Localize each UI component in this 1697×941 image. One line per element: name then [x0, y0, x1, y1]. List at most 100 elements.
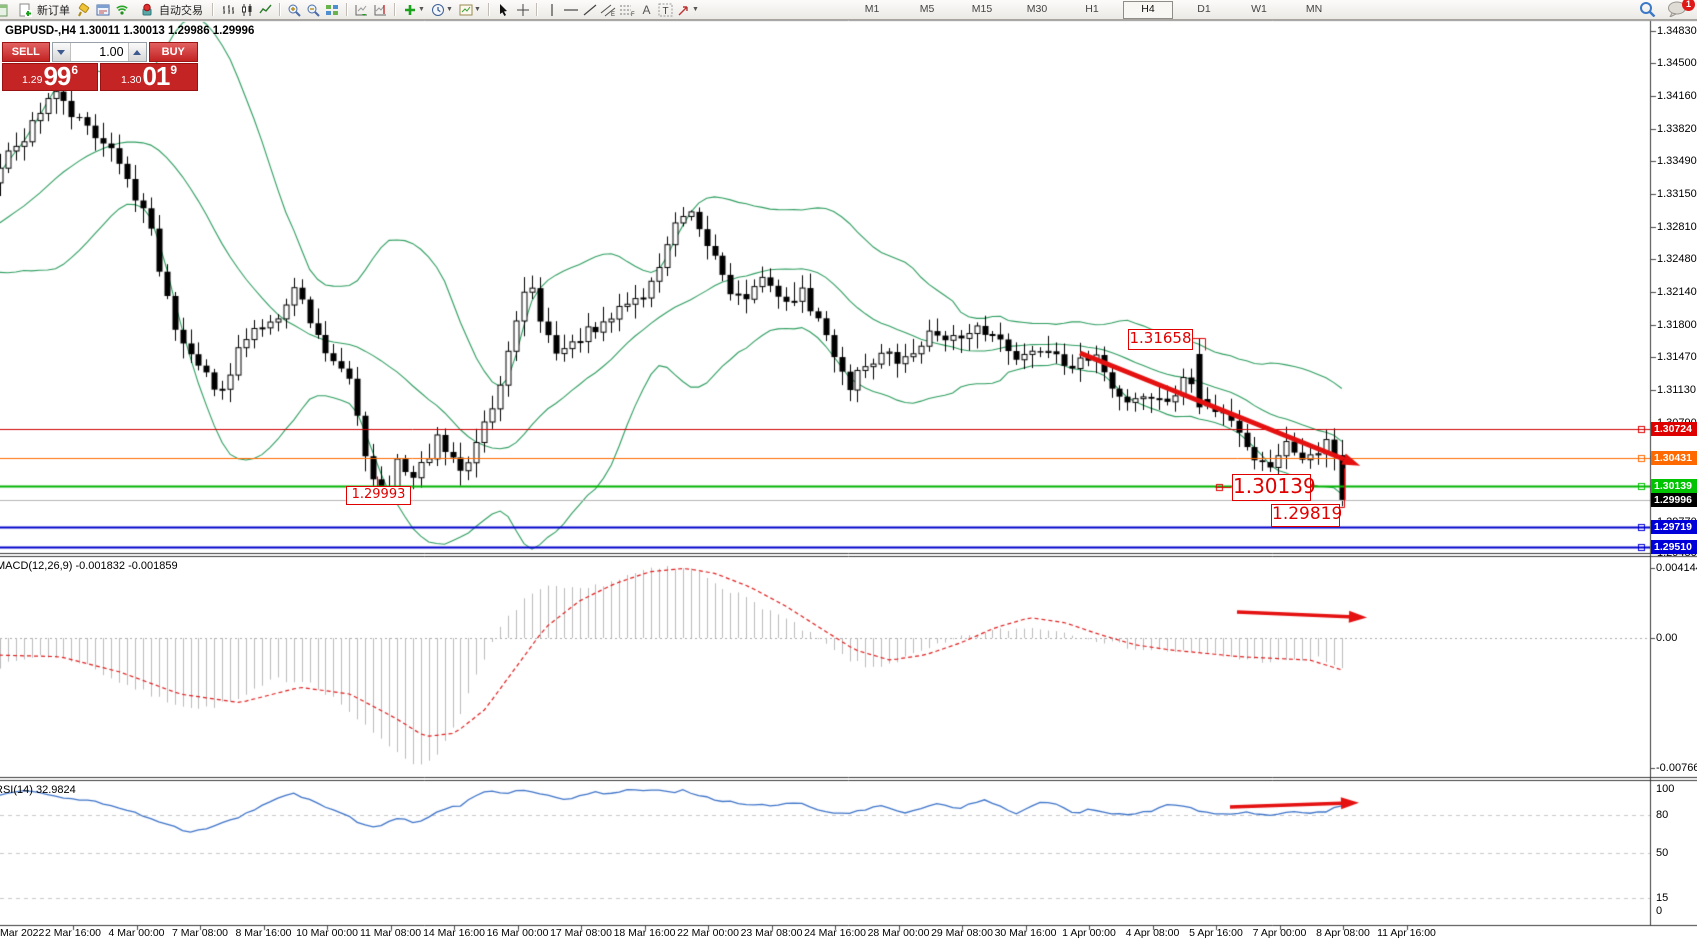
autotrade-label: 自动交易	[159, 4, 203, 17]
toolbar-separator	[279, 3, 281, 16]
toolbar: 新订单 自动交易	[0, 0, 1697, 20]
time-axis-label: 7 Apr 00:00	[1252, 927, 1307, 939]
text-label-icon[interactable]: T	[656, 2, 675, 18]
time-axis-label: 23 Mar 08:00	[740, 927, 803, 939]
indicators-button[interactable]: ▼	[400, 2, 428, 18]
search-icon[interactable]	[1638, 1, 1657, 17]
toolbar-separator	[346, 3, 348, 16]
macd-label: MACD(12,26,9) -0.001832 -0.001859	[0, 560, 178, 572]
chat-icon[interactable]: 1	[1665, 0, 1695, 17]
trendline-icon[interactable]	[580, 2, 599, 18]
templates-button[interactable]: ▼	[456, 2, 484, 18]
chart-annotation-1.29993[interactable]: 1.29993	[346, 486, 411, 505]
data-window-icon[interactable]	[94, 2, 113, 18]
zoom-in-icon[interactable]	[285, 2, 304, 18]
text-icon[interactable]: A	[642, 2, 651, 17]
cursor-icon[interactable]	[494, 2, 513, 18]
time-axis-label: 17 Mar 08:00	[550, 927, 612, 939]
notification-badge: 1	[1682, 0, 1695, 11]
timeframe-h4[interactable]: H4	[1123, 1, 1173, 19]
timeframe-m5[interactable]: M5	[919, 3, 935, 15]
price-tick-label: 1.33150	[1657, 187, 1697, 200]
macd-scale-label: 0.00	[1656, 632, 1678, 644]
chart-annotation-1.31658[interactable]: 1.31658	[1128, 329, 1193, 350]
toolbar-separator	[488, 3, 490, 16]
timeframe-d1[interactable]: D1	[1197, 3, 1211, 15]
macd-scale-label: 0.004144	[1656, 561, 1697, 574]
crosshair-icon[interactable]	[513, 2, 532, 18]
buy-button[interactable]: BUY	[148, 42, 198, 62]
price-tick-label: 1.32140	[1657, 285, 1697, 298]
periods-button[interactable]: ▼	[428, 2, 456, 18]
shapes-button[interactable]: ▼	[675, 2, 701, 18]
rsi-scale-label: 50	[1656, 847, 1669, 859]
chevron-down-icon: ▼	[418, 6, 425, 13]
volume-input[interactable]: 1.00	[99, 45, 124, 59]
price-label-1.29719: 1.29719	[1651, 519, 1697, 534]
volume-stepper: 1.00	[51, 42, 147, 62]
svg-text:E: E	[611, 12, 615, 17]
chart-annotation-1.29819[interactable]: 1.29819	[1271, 504, 1342, 527]
price-label-1.29510: 1.29510	[1651, 540, 1697, 555]
sell-button[interactable]: SELL	[2, 42, 50, 62]
horizontal-line-icon[interactable]	[561, 2, 580, 18]
auto-scroll-icon[interactable]	[352, 2, 371, 18]
candlestick-chart-icon[interactable]	[237, 2, 256, 18]
chart-shift-icon[interactable]	[371, 2, 390, 18]
autotrade-button[interactable]: 自动交易	[132, 2, 208, 18]
signal-icon[interactable]	[113, 2, 132, 18]
chart-annotation-1.30139[interactable]: 1.30139	[1232, 474, 1316, 501]
price-tick-label: 1.31800	[1657, 318, 1697, 331]
new-order-button[interactable]: 新订单	[10, 2, 75, 18]
price-label-1.29996: 1.29996	[1651, 492, 1697, 507]
price-label-1.30724: 1.30724	[1651, 422, 1697, 437]
time-axis-label: 11 Mar 08:00	[359, 927, 422, 939]
timeframe-m1[interactable]: M1	[864, 3, 880, 15]
buy-price-display[interactable]: 1.30 01 9	[100, 63, 198, 91]
chart-window-icon[interactable]	[0, 2, 10, 18]
timeframe-m15[interactable]: M15	[971, 3, 993, 15]
toolbar-separator	[212, 3, 214, 16]
time-axis-label: 16 Mar 00:00	[486, 927, 549, 939]
new-order-icon	[15, 2, 34, 18]
sell-price-display[interactable]: 1.29 99 6	[2, 63, 99, 91]
time-axis-label: 2 Mar 16:00	[44, 927, 102, 939]
bar-chart-icon[interactable]	[218, 2, 237, 18]
timeframe-h1[interactable]: H1	[1085, 3, 1099, 15]
time-axis-label: 4 Apr 08:00	[1125, 927, 1180, 939]
line-chart-icon[interactable]	[256, 2, 275, 18]
macd-scale-label: -0.007664	[1656, 762, 1697, 775]
vertical-line-icon[interactable]	[542, 2, 561, 18]
chevron-down-icon: ▼	[692, 6, 699, 13]
time-axis-label: 14 Mar 16:00	[423, 927, 485, 939]
triangle-down-icon	[57, 49, 66, 55]
buy-price-prefix: 1.30	[121, 74, 142, 86]
sell-price-prefix: 1.29	[22, 74, 43, 86]
time-axis-label: Mar 2022	[0, 927, 45, 939]
chart-title: GBPUSD-,H4 1.30011 1.30013 1.29986 1.299…	[5, 25, 255, 37]
fibonacci-icon[interactable]: F	[618, 2, 637, 18]
buy-price-pip: 9	[170, 63, 178, 77]
volume-increase-button[interactable]	[127, 43, 146, 61]
zoom-out-icon[interactable]	[304, 2, 323, 18]
price-tick-label: 1.34500	[1657, 57, 1697, 69]
market-watch-icon[interactable]	[75, 2, 94, 18]
time-axis-label: 22 Mar 00:00	[677, 927, 739, 939]
timeframe-m30[interactable]: M30	[1026, 3, 1048, 15]
svg-text:F: F	[631, 12, 635, 17]
svg-text:T: T	[663, 6, 669, 17]
time-axis-label: 10 Mar 00:00	[296, 927, 358, 939]
price-tick-label: 1.34830	[1657, 25, 1697, 37]
volume-decrease-button[interactable]	[52, 43, 71, 61]
tile-windows-icon[interactable]	[323, 2, 342, 18]
timeframe-w1[interactable]: W1	[1251, 3, 1267, 15]
chevron-down-icon: ▼	[446, 6, 453, 13]
one-click-trading-panel: SELL 1.00 BUY 1.29 99 6 1.30 01 9	[2, 42, 198, 91]
timeframe-mn[interactable]: MN	[1305, 3, 1323, 15]
time-axis-label: 11 Apr 16:00	[1377, 927, 1436, 939]
channel-icon[interactable]: E	[599, 2, 618, 18]
time-axis-label: 30 Mar 16:00	[994, 927, 1057, 939]
price-tick-label: 1.33820	[1657, 122, 1697, 135]
